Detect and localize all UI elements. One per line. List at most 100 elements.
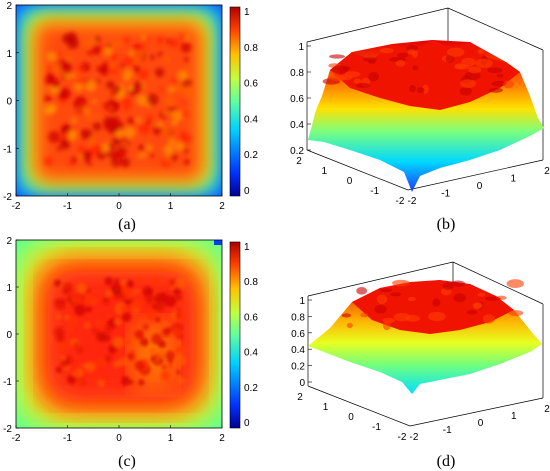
heatmap-cell (54, 298, 66, 310)
y-tick-label: -2 (3, 192, 12, 203)
surface-facet (346, 322, 353, 329)
heatmap-cell (87, 161, 92, 166)
heatmap-c-texture (54, 276, 187, 387)
heatmap-cell (120, 285, 130, 295)
heatmap-cell (161, 364, 167, 370)
surface-facet (461, 57, 476, 67)
heatmap-cell (153, 300, 166, 313)
heatmap-cell (164, 295, 177, 308)
heatmap-cell (161, 127, 172, 137)
heatmap-cell (88, 136, 97, 145)
z-tick-label: 0.6 (290, 94, 304, 105)
heatmap-cell (158, 122, 164, 128)
heatmap-cell (146, 312, 156, 322)
heatmap-cell (87, 50, 93, 56)
surface-facet (412, 65, 419, 71)
heatmap-cell (60, 358, 71, 368)
heatmap-cell (152, 125, 163, 136)
heatmap-cell (126, 352, 136, 361)
heatmap-cell (76, 362, 82, 368)
heatmap-cell (121, 97, 132, 108)
y-tick-label: -2 (398, 432, 407, 443)
heatmap-cell (55, 333, 65, 343)
heatmap-cell (115, 146, 127, 158)
heatmap-cell (162, 56, 170, 64)
heatmap-cell (65, 55, 73, 62)
heatmap-cell (103, 120, 114, 132)
y-tick-label: -2 (3, 424, 12, 435)
heatmap-cell (184, 35, 190, 41)
heatmap-cell (134, 360, 145, 371)
heatmap-cell (122, 69, 133, 80)
surface-facet (407, 49, 416, 55)
heatmap-cell (163, 154, 171, 162)
heatmap-cell (106, 43, 112, 48)
heatmap-cell (125, 279, 134, 288)
x-tick-label: -1 (63, 433, 72, 444)
colorbar-a (229, 6, 241, 197)
heatmap-cell (145, 36, 151, 42)
heatmap-cell (170, 153, 178, 161)
heatmap-cell (67, 129, 78, 140)
x-tick-label: 2 (219, 433, 225, 444)
heatmap-cell (76, 153, 84, 161)
x-tick-label: -1 (63, 201, 72, 212)
x-tick-label: 1 (511, 411, 517, 422)
heatmap-cell (175, 345, 184, 354)
colorbar-tick-label: 0.4 (244, 114, 258, 125)
surface-facet (360, 312, 369, 318)
x-tick-label: 1 (510, 174, 516, 185)
heatmap-cell (156, 36, 165, 44)
y-tick-label: 0 (6, 97, 12, 108)
colorbar-tick-label: 1 (244, 7, 250, 18)
heatmap-cell (73, 82, 84, 92)
heatmap-cell (119, 62, 125, 68)
heatmap-cell (78, 145, 86, 154)
heatmap-cell (152, 304, 158, 310)
surface-facet (376, 294, 388, 305)
surface-facet (475, 58, 493, 68)
surface-facet (341, 313, 352, 318)
panel-a: 1 0.8 0.6 0.4 0.2 0 -2 -1 0 1 2 2 1 0 -1 -2 (a) (3, 1, 258, 233)
surface-facet (508, 310, 524, 317)
surface-facet (329, 54, 346, 59)
heatmap-cell (144, 293, 155, 304)
heatmap-cell (105, 290, 112, 297)
heatmap-cell (148, 347, 157, 356)
colorbar-tick-label: 0.8 (244, 277, 258, 288)
heatmap-cell (54, 279, 62, 287)
heatmap-cell (113, 85, 122, 93)
heatmap-cell (104, 354, 113, 363)
heatmap-cell (85, 288, 91, 293)
heatmap-cell (48, 131, 61, 143)
heatmap-cell (74, 304, 86, 316)
heatmap-cell (171, 118, 178, 126)
heatmap-cell (164, 280, 172, 287)
colorbar-tick-label: 1 (244, 242, 250, 253)
y-tick-label: 1 (6, 283, 12, 294)
y-tick-label: 1 (6, 49, 12, 60)
surface-facet (432, 298, 441, 307)
heatmap-cell (174, 82, 185, 94)
heatmap-cell (82, 363, 89, 369)
heatmap-cell (141, 152, 147, 158)
surface-facet (353, 78, 362, 84)
heatmap-cell (164, 95, 175, 107)
surface-facet (445, 54, 455, 63)
heatmap-cell (177, 70, 189, 82)
heatmap-cell (148, 75, 154, 80)
panel-d: 1 0.8 0.6 0.4 0.2 0 2 1 0 -1 -2 -2 -1 0 1 2 (d) (291, 261, 550, 470)
heatmap-cell (57, 89, 68, 100)
heatmap-cell (106, 80, 115, 90)
surface-facet (460, 79, 477, 88)
heatmap-cell (91, 45, 102, 56)
heatmap-cell (123, 54, 134, 66)
heatmap-cell (111, 136, 121, 146)
heatmap-cell (138, 123, 151, 135)
y-tick-label: 2 (296, 156, 302, 167)
surface-facet (450, 280, 466, 287)
heatmap-cell (112, 360, 120, 368)
surface-facet (368, 71, 379, 82)
